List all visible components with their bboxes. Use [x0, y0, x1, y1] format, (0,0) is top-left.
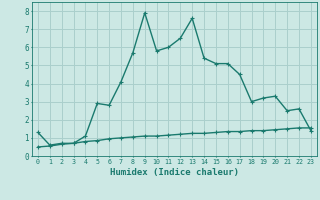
- X-axis label: Humidex (Indice chaleur): Humidex (Indice chaleur): [110, 168, 239, 177]
